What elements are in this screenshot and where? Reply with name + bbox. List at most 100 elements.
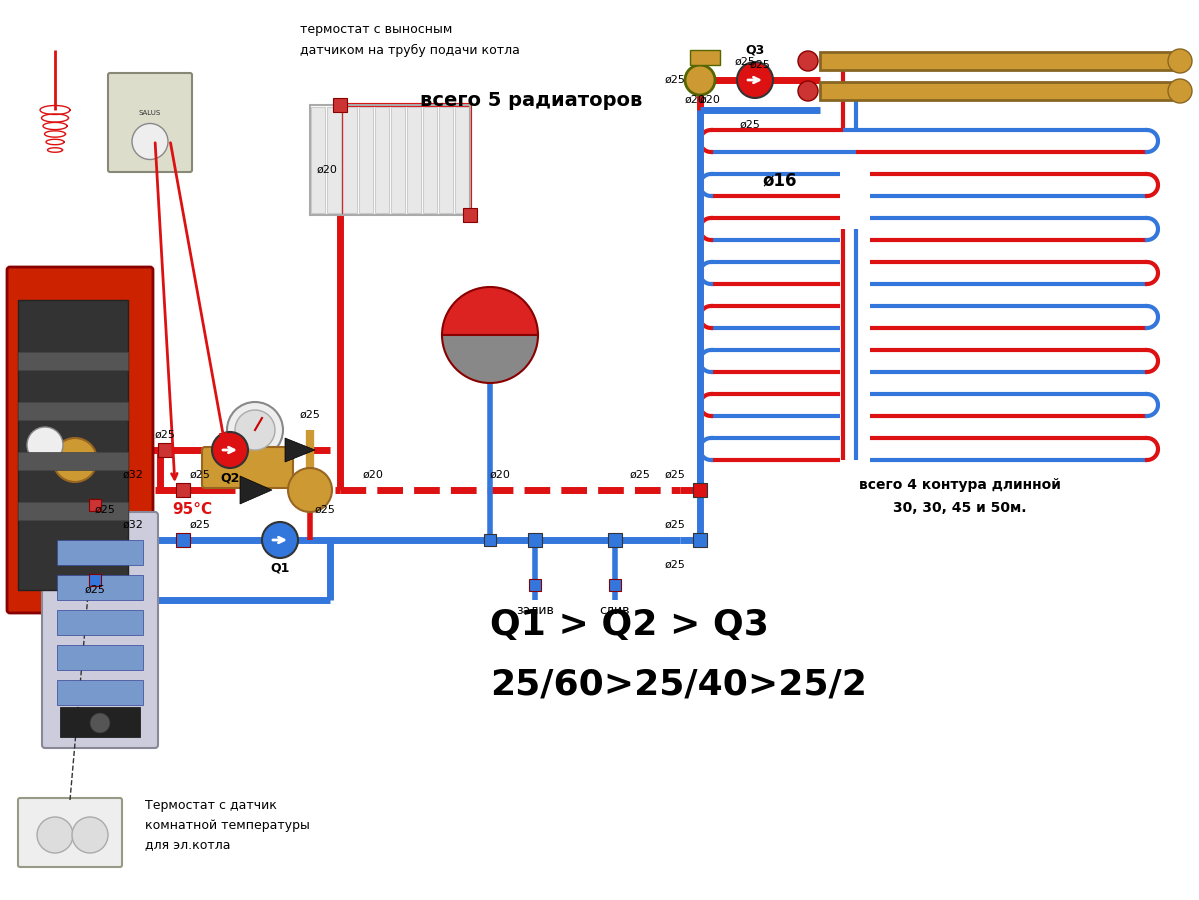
Text: ø25: ø25 (664, 75, 686, 85)
Text: Q1: Q1 (270, 562, 290, 574)
Bar (689, 50, 721, 65)
FancyBboxPatch shape (201, 447, 293, 488)
Text: для эл.котла: для эл.котла (145, 839, 230, 851)
Circle shape (799, 51, 818, 71)
Bar (343, 107, 357, 213)
Text: 30, 30, 45 и 50м.: 30, 30, 45 и 50м. (893, 501, 1026, 515)
Bar (820, 52, 1175, 70)
Circle shape (799, 81, 818, 101)
Circle shape (28, 427, 64, 463)
Text: ø16: ø16 (763, 171, 797, 189)
Text: термостат с выносным: термостат с выносным (300, 23, 452, 37)
Bar (528, 533, 542, 547)
Bar (176, 483, 189, 497)
Circle shape (53, 438, 97, 482)
Bar (18, 502, 128, 520)
Bar (18, 352, 128, 370)
Wedge shape (442, 335, 538, 383)
Text: ø32: ø32 (122, 470, 144, 480)
Text: всего 5 радиаторов: всего 5 радиаторов (420, 91, 643, 110)
Text: ø25: ø25 (189, 520, 211, 530)
Text: Q2: Q2 (221, 472, 240, 484)
Circle shape (1168, 49, 1192, 73)
Circle shape (90, 713, 110, 733)
Text: ø32: ø32 (122, 520, 144, 530)
Bar (158, 443, 171, 457)
FancyBboxPatch shape (42, 512, 158, 748)
Bar (693, 483, 707, 497)
Bar (89, 499, 101, 511)
Text: 95°C: 95°C (171, 502, 212, 518)
Bar (327, 107, 341, 213)
Text: всего 4 контура длинной: всего 4 контура длинной (858, 478, 1061, 492)
Circle shape (72, 817, 108, 853)
Bar (176, 533, 189, 547)
Bar (609, 579, 621, 591)
Text: ø25: ø25 (95, 505, 115, 515)
Circle shape (737, 62, 773, 98)
Text: ø25: ø25 (155, 430, 175, 440)
Text: ø25: ø25 (300, 410, 320, 420)
Text: ø25: ø25 (85, 585, 106, 595)
Text: ø20: ø20 (489, 470, 511, 480)
Text: 25/60>25/40>25/2: 25/60>25/40>25/2 (490, 668, 867, 702)
Text: ø20: ø20 (317, 165, 337, 175)
Bar (18, 452, 128, 470)
Bar (58, 680, 143, 705)
Bar (58, 610, 143, 635)
Text: Q3: Q3 (746, 43, 765, 57)
Bar (454, 107, 469, 213)
FancyBboxPatch shape (18, 798, 122, 867)
Text: SALUS: SALUS (139, 110, 161, 116)
Circle shape (227, 402, 283, 458)
Circle shape (37, 817, 73, 853)
Circle shape (685, 65, 715, 95)
Text: ø20: ø20 (363, 470, 384, 480)
Text: ø25: ø25 (664, 560, 686, 570)
Text: Q1 > Q2 > Q3: Q1 > Q2 > Q3 (490, 608, 769, 642)
Text: датчиком на трубу подачи котла: датчиком на трубу подачи котла (300, 43, 520, 57)
Circle shape (132, 123, 168, 159)
Text: ø25: ø25 (189, 470, 211, 480)
Text: ø20: ø20 (685, 95, 705, 105)
Bar (423, 107, 436, 213)
FancyBboxPatch shape (108, 73, 192, 172)
Text: ø20: ø20 (699, 95, 721, 105)
Bar (693, 533, 707, 547)
Text: ø25: ø25 (664, 520, 686, 530)
Bar (311, 105, 470, 215)
Wedge shape (442, 287, 538, 335)
Bar (89, 574, 101, 586)
Polygon shape (240, 476, 272, 504)
Bar (58, 645, 143, 670)
Bar (311, 107, 325, 213)
Text: ø25: ø25 (315, 505, 336, 515)
Text: залив: залив (516, 604, 554, 617)
Bar (463, 208, 477, 222)
Text: комнатной температуры: комнатной температуры (145, 818, 309, 832)
Bar (58, 575, 143, 600)
Text: ø25: ø25 (735, 57, 755, 67)
Bar (375, 107, 388, 213)
Text: слив: слив (600, 604, 631, 617)
FancyBboxPatch shape (7, 267, 153, 613)
Bar (608, 533, 622, 547)
Bar (60, 707, 140, 737)
Circle shape (212, 432, 248, 468)
Bar (58, 540, 143, 565)
Circle shape (288, 468, 332, 512)
Bar (333, 98, 347, 112)
Circle shape (1168, 79, 1192, 103)
Text: ø25: ø25 (664, 470, 686, 480)
Bar (406, 107, 421, 213)
Circle shape (235, 410, 275, 450)
Circle shape (263, 522, 299, 558)
Bar (820, 82, 1175, 100)
Text: ZOTA: ZOTA (89, 530, 112, 539)
Bar (439, 107, 453, 213)
Bar (18, 402, 128, 420)
Bar (484, 534, 496, 546)
Bar (359, 107, 373, 213)
Bar (18, 300, 128, 590)
Text: ø25: ø25 (749, 60, 771, 70)
